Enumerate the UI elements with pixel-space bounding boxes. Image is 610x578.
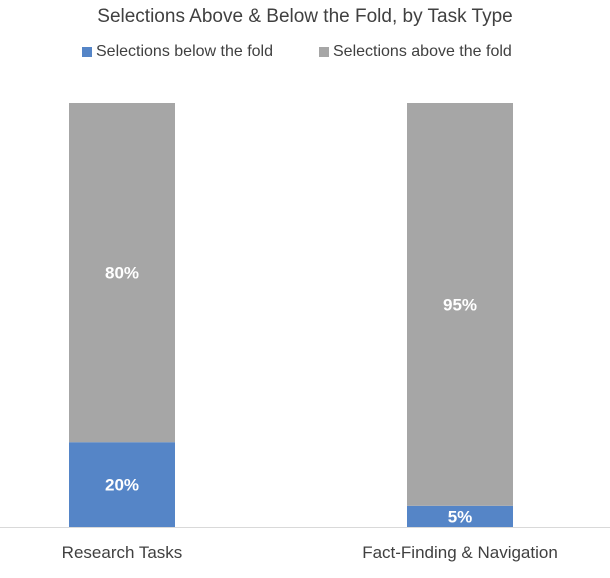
legend-label-below-fold: Selections below the fold [96,43,273,60]
data-label-fact-finding-navigation-above-fold: 95% [443,295,477,314]
bar-fact-finding-navigation-below-fold [407,505,513,527]
bar-research-tasks-above-fold [69,103,175,443]
bar-fact-finding-navigation-above-fold [407,103,513,506]
data-label-research-tasks-below-fold: 20% [105,476,139,495]
chart-title: Selections Above & Below the Fold, by Ta… [97,6,513,27]
legend-swatch-above-fold [319,47,329,57]
legend-item-above-fold: Selections above the fold [319,43,512,61]
x-tick-label-research-tasks: Research Tasks [62,543,183,562]
bar-research-tasks-below-fold [69,442,175,527]
data-label-research-tasks-above-fold: 80% [105,264,139,283]
x-tick-label-fact-finding-navigation: Fact-Finding & Navigation [362,543,558,562]
data-label-fact-finding-navigation-below-fold: 5% [448,507,473,526]
legend-item-below-fold: Selections below the fold [82,43,273,61]
legend-swatch-below-fold [82,47,92,57]
legend: Selections below the fold Selections abo… [0,43,610,63]
legend-label-above-fold: Selections above the fold [333,43,512,60]
